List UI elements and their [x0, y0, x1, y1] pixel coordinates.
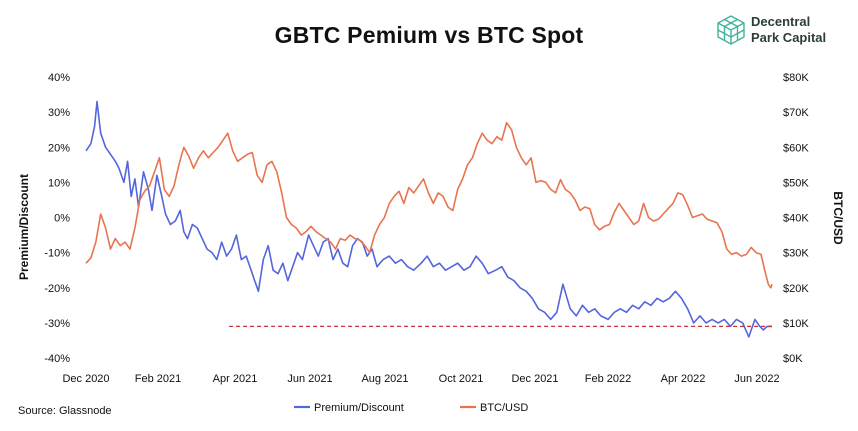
- x-axis-ticks: Dec 2020 Feb 2021 Apr 2021 Jun 2021 Aug 2021…: [62, 373, 779, 385]
- right-tick-label: $0K: [783, 353, 803, 365]
- x-tick-label: Jun 2022: [734, 373, 779, 385]
- right-tick-label: $60K: [783, 142, 809, 154]
- x-tick-label: Oct 2021: [439, 373, 484, 385]
- logo-line-1: Decentral: [751, 14, 811, 29]
- x-tick-label: Apr 2021: [213, 373, 258, 385]
- left-tick-label: 40%: [48, 72, 70, 84]
- left-tick-label: -30%: [44, 318, 70, 330]
- x-tick-label: Feb 2021: [135, 373, 181, 385]
- left-tick-label: 10%: [48, 177, 70, 189]
- legend: Premium/Discount BTC/USD: [294, 402, 528, 414]
- x-tick-label: Dec 2020: [62, 373, 109, 385]
- cube-logo-icon: [717, 15, 745, 45]
- legend-label: BTC/USD: [480, 402, 528, 414]
- left-tick-label: -10%: [44, 248, 70, 260]
- x-tick-label: Dec 2021: [511, 373, 558, 385]
- right-tick-label: $50K: [783, 177, 809, 189]
- left-axis-ticks: 40% 30% 20% 10% 0% -10% -20% -30% -40%: [44, 72, 70, 365]
- right-axis-label: BTC/USD: [831, 191, 845, 245]
- logo-line-2: Park Capital: [751, 30, 827, 45]
- right-tick-label: $80K: [783, 72, 809, 84]
- series-line-btc-usd: [85, 121, 773, 289]
- right-tick-label: $70K: [783, 107, 809, 119]
- x-tick-label: Aug 2021: [361, 373, 408, 385]
- x-tick-label: Jun 2021: [287, 373, 332, 385]
- logo-text: Decentral Park Capital: [751, 14, 826, 46]
- series-line-premium-discount: [85, 100, 772, 338]
- left-tick-label: -20%: [44, 283, 70, 295]
- x-tick-label: Apr 2022: [661, 373, 706, 385]
- legend-label: Premium/Discount: [314, 402, 404, 414]
- logo: Decentral Park Capital: [715, 12, 855, 52]
- x-tick-label: Feb 2022: [585, 373, 631, 385]
- source-note: Source: Glassnode: [18, 405, 112, 417]
- right-tick-label: $30K: [783, 248, 809, 260]
- left-tick-label: 20%: [48, 142, 70, 154]
- chart-title: GBTC Pemium vs BTC Spot: [274, 22, 584, 48]
- series-layer: [85, 100, 773, 338]
- right-tick-label: $20K: [783, 283, 809, 295]
- left-tick-label: 0%: [54, 213, 70, 225]
- right-tick-label: $40K: [783, 213, 809, 225]
- right-tick-label: $10K: [783, 318, 809, 330]
- right-axis-ticks: $80K $70K $60K $50K $40K $30K $20K $10K $0K: [783, 72, 809, 365]
- left-tick-label: 30%: [48, 107, 70, 119]
- left-axis-label: Premium/Discount: [17, 174, 31, 280]
- left-tick-label: -40%: [44, 353, 70, 365]
